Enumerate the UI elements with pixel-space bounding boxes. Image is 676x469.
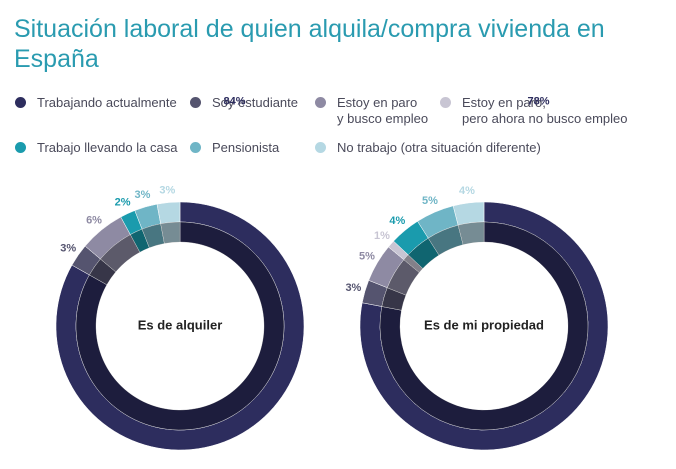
value-label: 4% [389, 215, 405, 227]
legend-label: Trabajo llevando la casa [37, 140, 178, 155]
slice-shade [100, 234, 140, 272]
slice-inner [457, 221, 485, 245]
pie-slice [417, 205, 464, 256]
legend-item: Pensionista [190, 140, 279, 156]
legend-swatch [190, 97, 201, 108]
legend-label: Pensionista [212, 140, 280, 155]
pie-slice [71, 245, 117, 286]
pie-slice [156, 201, 181, 244]
value-label: 6% [86, 215, 102, 227]
pie-slice [359, 201, 609, 451]
slice-shade [458, 222, 484, 245]
slice-shade [89, 259, 116, 285]
slice-shade [130, 229, 150, 253]
slice-inner [160, 221, 181, 244]
value-label: 1% [374, 230, 390, 242]
pie-slice [55, 201, 305, 451]
legend-item: Trabajando actualmente [15, 95, 177, 111]
pie-title: Es de mi propiedad [424, 317, 544, 332]
value-label: 84% [224, 95, 246, 107]
pie-slice [134, 203, 165, 249]
slice-outer [452, 201, 485, 226]
legend-swatch [315, 142, 326, 153]
pie-slice [393, 220, 440, 269]
pie-slice [120, 210, 150, 253]
legend-item: Trabajo llevando la casa [15, 140, 177, 156]
value-label: 3% [345, 282, 361, 294]
slice-inner [379, 221, 589, 431]
legend-swatch [440, 97, 451, 108]
legend-label: Soy estudiante [212, 95, 299, 110]
legend-label: Estoy en paro y busco empleo [337, 95, 429, 126]
value-label: 5% [359, 251, 375, 263]
value-label: 3% [60, 242, 76, 254]
pie-slice [368, 246, 420, 296]
legend-label: No trabajo (otra situación diferente) [337, 140, 541, 155]
value-label: 3% [159, 184, 175, 196]
legend-label: Trabajando actualmente [37, 95, 177, 110]
pie-slice [84, 216, 141, 273]
legend-swatch [190, 142, 201, 153]
slice-shade [160, 222, 180, 244]
legend-swatch [15, 97, 26, 108]
pie-slice [388, 240, 424, 273]
legend-item: Soy estudiante [190, 95, 298, 111]
slice-shade [387, 259, 420, 296]
slice-inner [75, 221, 285, 431]
slice-outer [156, 201, 181, 225]
pie-title: Es de alquiler [138, 317, 223, 332]
slice-shade [381, 287, 406, 311]
value-label: 3% [134, 189, 150, 201]
pie-slice [361, 280, 407, 311]
legend-swatch [315, 97, 326, 108]
value-label: 78% [528, 95, 550, 107]
page-title: Situación laboral de quien alquila/compr… [14, 15, 605, 73]
value-label: 4% [459, 185, 475, 197]
slice-shade [403, 254, 423, 273]
legend-item: Estoy en paro, pero ahora no busco emple… [440, 95, 628, 127]
pie-slice [452, 201, 485, 245]
value-label: 5% [422, 195, 438, 207]
legend-item: Estoy en paro y busco empleo [315, 95, 428, 127]
slice-shade [428, 225, 464, 256]
slice-shade [408, 238, 439, 269]
value-label: 2% [115, 197, 131, 209]
legend-item: No trabajo (otra situación diferente) [315, 140, 541, 156]
slice-shade [142, 223, 165, 248]
legend-swatch [15, 142, 26, 153]
legend-label: Estoy en paro, pero ahora no busco emple… [462, 95, 628, 126]
